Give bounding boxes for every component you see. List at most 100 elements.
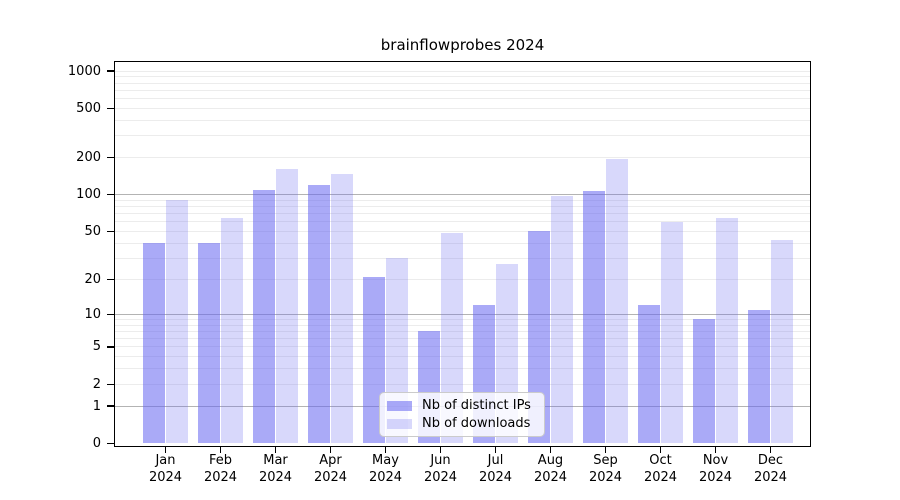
gridline-minor xyxy=(114,330,811,332)
gridline-major xyxy=(114,194,811,196)
bar-ips-apr xyxy=(308,185,330,444)
y-tick-label: 200 xyxy=(76,150,101,166)
gridline-minor xyxy=(114,338,811,340)
legend-swatch-downloads xyxy=(387,418,412,429)
gridline-minor xyxy=(114,318,811,320)
x-tick xyxy=(604,447,607,453)
legend-label-distinct-ips: Nb of distinct IPs xyxy=(422,398,531,413)
gridline-major xyxy=(114,313,811,315)
bar-ips-jan xyxy=(143,243,165,444)
gridline-minor xyxy=(114,242,811,244)
bar-downloads-feb xyxy=(221,217,243,444)
x-tick xyxy=(274,447,277,453)
y-tick-label: 100 xyxy=(76,187,101,203)
x-tick-label: Jul 2024 xyxy=(478,453,513,485)
x-tick xyxy=(549,447,552,453)
bar-ips-aug xyxy=(528,230,550,444)
y-tick xyxy=(107,230,114,233)
gridline-minor xyxy=(114,221,811,223)
bar-downloads-jun xyxy=(441,232,463,444)
y-tick xyxy=(107,278,114,281)
y-tick xyxy=(107,70,114,72)
gridline-minor xyxy=(114,213,811,215)
x-tick-label: May 2024 xyxy=(368,453,403,485)
y-tick xyxy=(107,194,114,196)
y-tick-label: 5 xyxy=(92,339,101,355)
y-tick-label: 2 xyxy=(92,376,101,392)
x-tick-label: Jun 2024 xyxy=(423,453,458,485)
bar-ips-sep xyxy=(583,190,605,444)
gridline-minor xyxy=(114,135,811,137)
x-tick-label: Mar 2024 xyxy=(258,453,293,485)
gridline-minor xyxy=(114,257,811,259)
x-tick-label: Jan 2024 xyxy=(148,453,183,485)
bar-ips-nov xyxy=(693,319,715,444)
x-tick-label: Aug 2024 xyxy=(533,453,568,485)
gridline-minor xyxy=(114,206,811,208)
y-tick xyxy=(107,346,114,348)
y-tick xyxy=(107,313,114,315)
gridline-minor xyxy=(114,76,811,78)
y-tick-label: 50 xyxy=(84,224,101,240)
gridline-minor xyxy=(114,278,811,280)
legend-label-downloads: Nb of downloads xyxy=(422,416,531,431)
x-tick xyxy=(384,447,387,453)
bar-downloads-dec xyxy=(771,239,793,444)
chart-title: brainflowprobes 2024 xyxy=(380,36,545,54)
bar-ips-feb xyxy=(198,243,220,444)
y-tick-label: 10 xyxy=(84,306,101,322)
gridline-minor xyxy=(114,383,811,385)
x-tick-label: Dec 2024 xyxy=(753,453,788,485)
legend-item-downloads: Nb of downloads xyxy=(387,416,536,431)
gridline-minor xyxy=(114,346,811,348)
y-tick-label: 1000 xyxy=(67,63,101,79)
bar-downloads-aug xyxy=(551,196,573,444)
bar-downloads-jan xyxy=(166,199,188,444)
x-tick xyxy=(329,447,332,453)
x-tick-label: Apr 2024 xyxy=(313,453,348,485)
y-tick xyxy=(107,405,114,407)
y-tick-label: 1 xyxy=(92,398,101,414)
x-tick xyxy=(769,447,772,453)
x-tick xyxy=(714,447,717,453)
bar-downloads-apr xyxy=(331,173,353,444)
gridline-minor xyxy=(114,199,811,201)
x-tick-label: Sep 2024 xyxy=(588,453,623,485)
x-tick xyxy=(164,447,167,453)
x-tick-label: Nov 2024 xyxy=(698,453,733,485)
legend-item-distinct-ips: Nb of distinct IPs xyxy=(387,398,536,413)
y-tick-label: 500 xyxy=(76,100,101,116)
bar-downloads-nov xyxy=(716,217,738,444)
y-tick xyxy=(107,107,114,110)
x-tick xyxy=(219,447,222,453)
gridline-minor xyxy=(114,368,811,370)
gridline-minor xyxy=(114,70,811,72)
gridline-minor xyxy=(114,89,811,91)
gridline-minor xyxy=(114,157,811,159)
x-tick xyxy=(494,447,497,453)
bar-ips-oct xyxy=(638,305,660,444)
bar-ips-dec xyxy=(748,309,770,444)
x-tick-label: Oct 2024 xyxy=(643,453,678,485)
legend: Nb of distinct IPs Nb of downloads xyxy=(379,392,545,437)
gridline-minor xyxy=(114,356,811,358)
y-tick xyxy=(107,156,114,159)
x-tick-label: Feb 2024 xyxy=(203,453,238,485)
gridline-minor xyxy=(114,82,811,84)
bar-downloads-mar xyxy=(276,169,298,444)
bar-downloads-sep xyxy=(606,159,628,444)
gridline-minor xyxy=(114,119,811,121)
x-tick xyxy=(439,447,442,453)
y-tick xyxy=(107,383,114,385)
gridline-minor xyxy=(114,98,811,100)
bar-downloads-oct xyxy=(661,221,683,444)
x-tick xyxy=(659,447,662,453)
gridline-minor xyxy=(114,231,811,233)
bar-ips-mar xyxy=(253,190,275,444)
y-tick-label: 20 xyxy=(84,271,101,287)
y-tick-label: 0 xyxy=(92,436,101,451)
gridline-minor xyxy=(114,324,811,326)
y-tick xyxy=(107,442,114,445)
legend-swatch-distinct-ips xyxy=(387,400,412,411)
